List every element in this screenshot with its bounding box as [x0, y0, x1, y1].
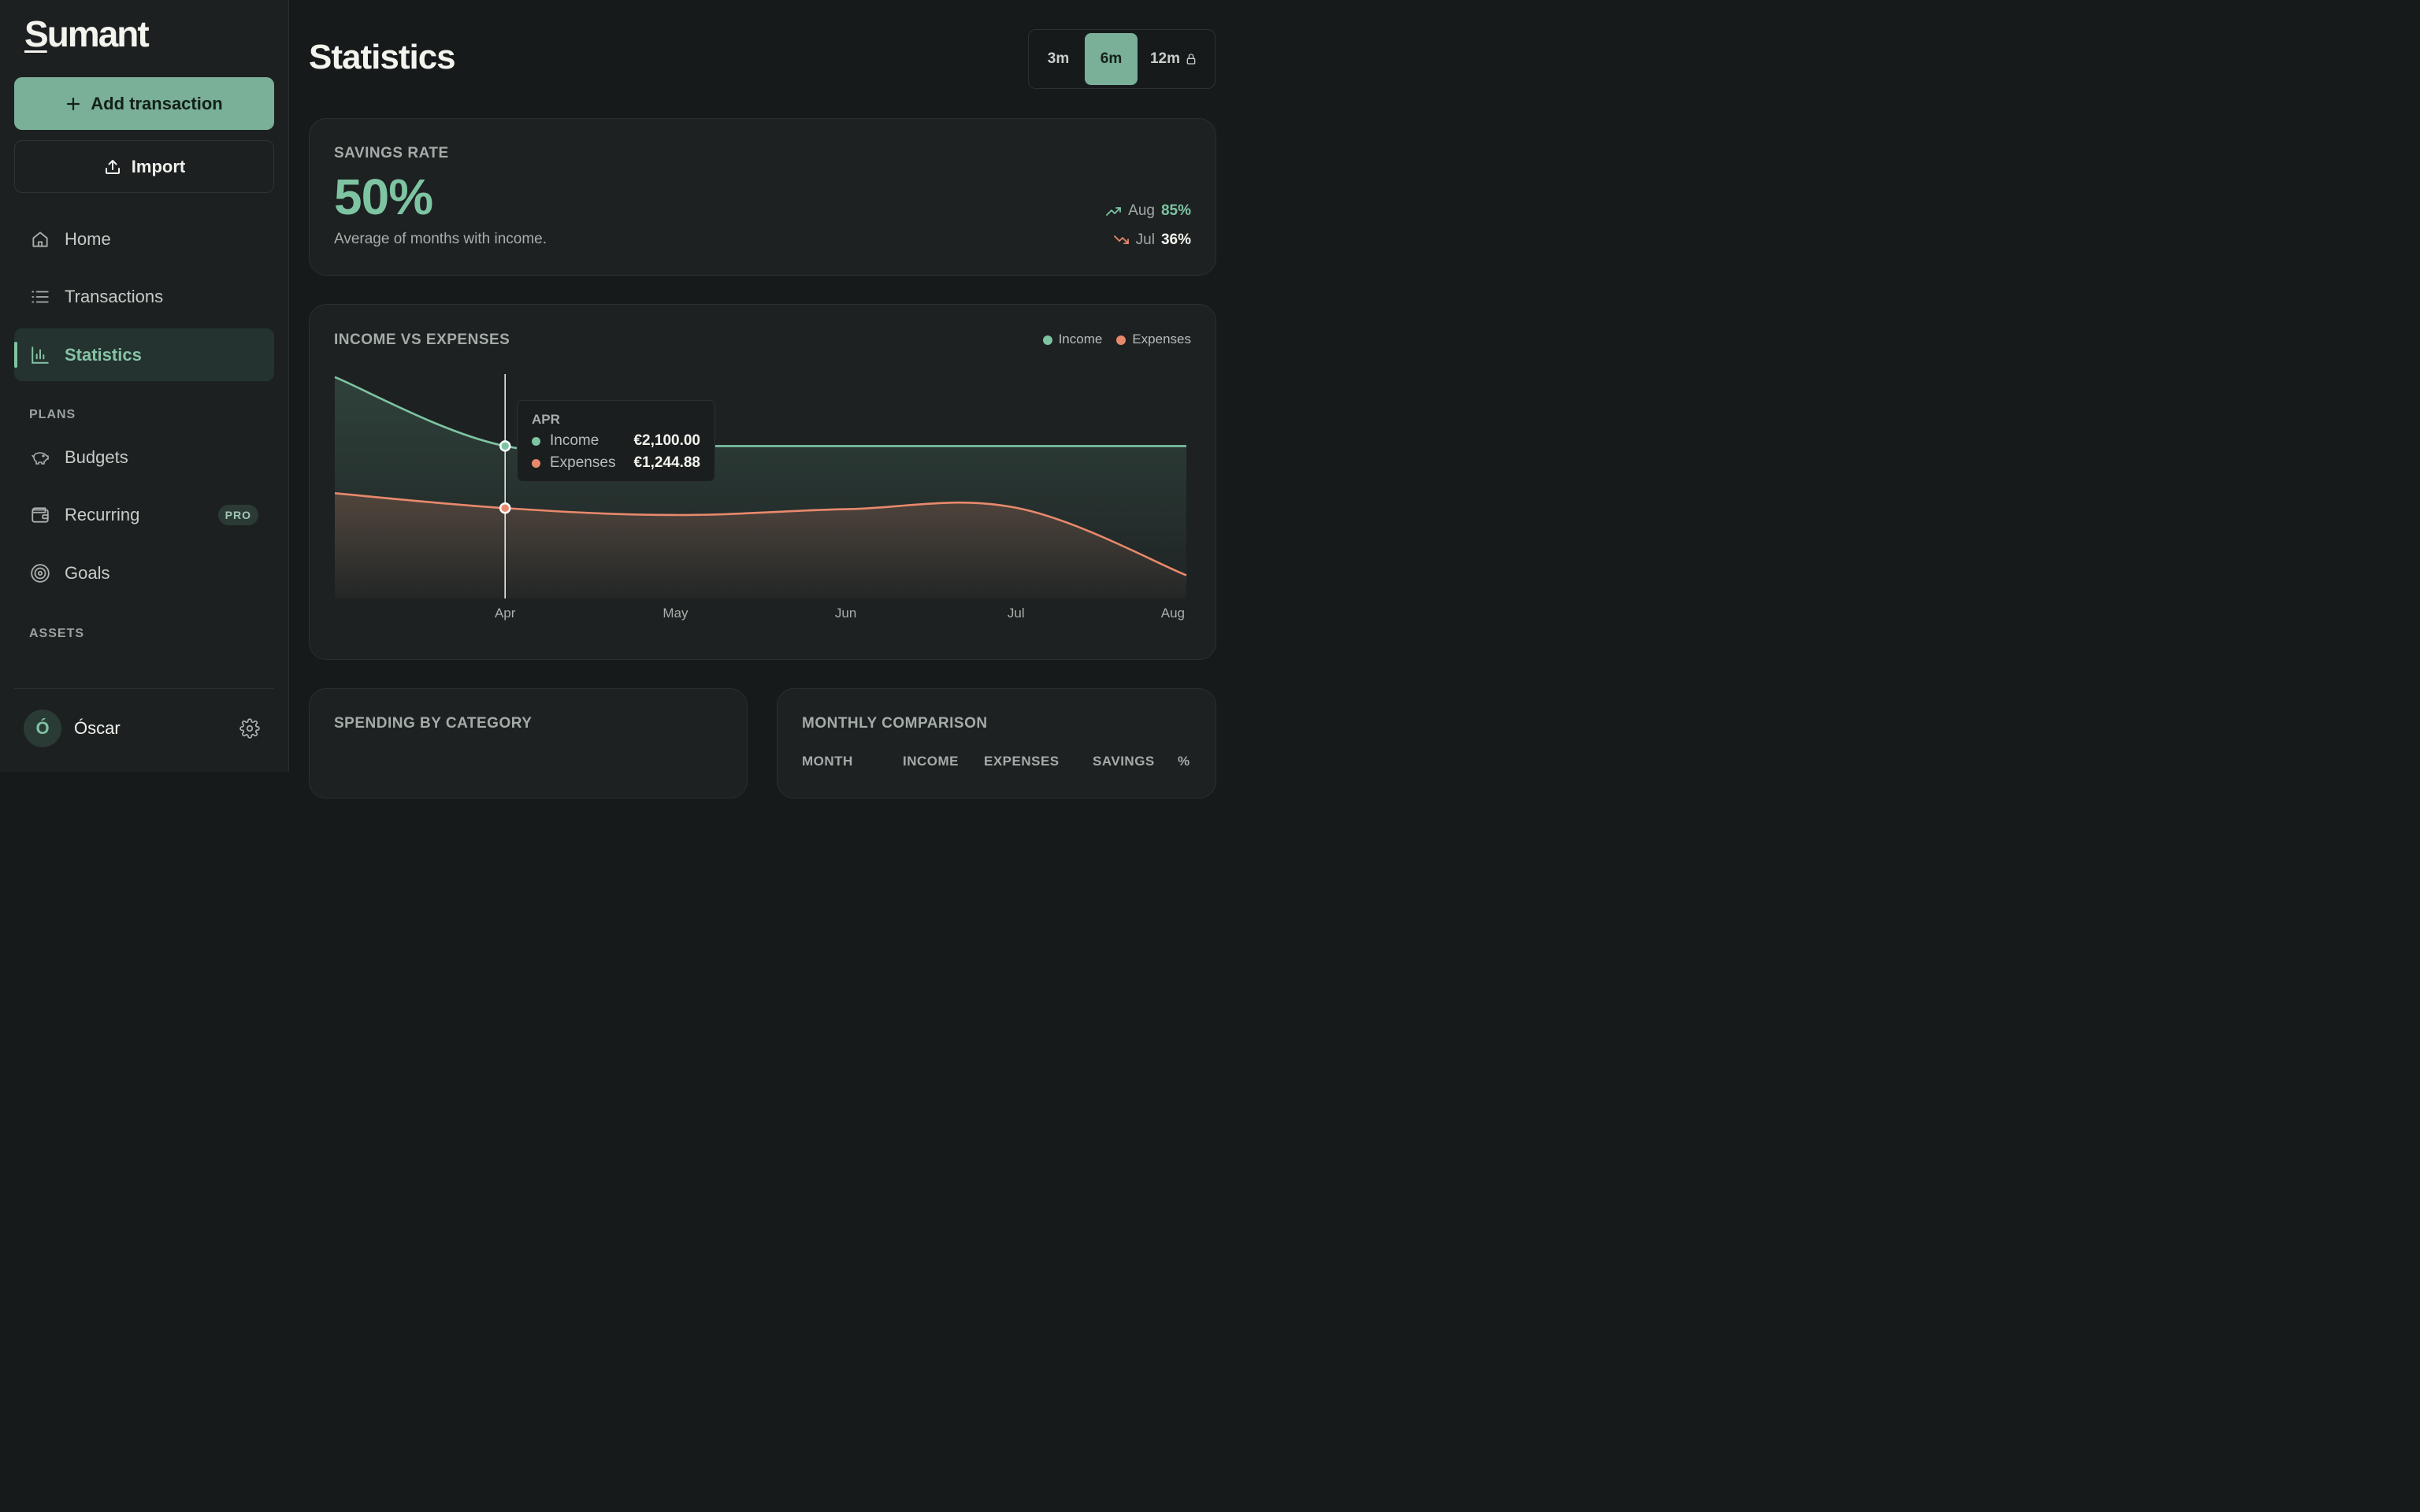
- savings-rate-value: 50%: [334, 169, 433, 225]
- assets-section-label: ASSETS: [29, 627, 85, 640]
- tooltip-expenses-dot: [532, 458, 540, 468]
- column-header-percent: %: [1178, 754, 1190, 769]
- expenses-line: [334, 492, 1187, 576]
- gear-icon[interactable]: [239, 718, 260, 743]
- sidebar-item-budgets[interactable]: Budgets: [14, 431, 274, 484]
- column-header-expenses: EXPENSES: [984, 754, 1060, 769]
- range-3m-button[interactable]: 3m: [1032, 33, 1085, 85]
- tooltip-income-value: €2,100.00: [633, 432, 700, 449]
- page-title: Statistics: [309, 38, 456, 76]
- import-button[interactable]: Import: [14, 140, 274, 193]
- wallet-icon: [30, 505, 50, 525]
- spending-by-category-label: SPENDING BY CATEGORY: [334, 715, 533, 732]
- range-3m-label: 3m: [1047, 50, 1070, 67]
- tooltip-expenses-value: €1,244.88: [633, 454, 700, 471]
- legend-expenses: Expenses: [1116, 332, 1191, 347]
- logo-initial: S: [24, 13, 49, 54]
- piggy-bank-icon: [30, 447, 50, 468]
- sidebar-divider: [14, 688, 274, 689]
- income-vs-expenses-card: INCOME VS EXPENSES Income Expenses Apr Ma…: [309, 304, 1216, 660]
- sidebar-item-goals[interactable]: Goals: [14, 547, 274, 599]
- legend-income: Income: [1042, 332, 1103, 347]
- legend-expenses-label: Expenses: [1132, 332, 1191, 346]
- income-line: [334, 376, 1186, 453]
- sidebar-item-recurring[interactable]: Recurring PRO: [14, 488, 274, 541]
- income-vs-expenses-label: INCOME VS EXPENSES: [334, 332, 510, 348]
- trending-up-icon: [1106, 207, 1122, 216]
- x-tick-label: Apr: [495, 606, 516, 621]
- range-6m-label: 6m: [1100, 50, 1123, 67]
- sidebar-item-home[interactable]: Home: [14, 213, 274, 265]
- import-label: Import: [131, 156, 186, 176]
- avatar: Ó: [24, 710, 61, 747]
- range-12m-label: 12m: [1149, 50, 1181, 67]
- savings-rate-label: SAVINGS RATE: [334, 145, 449, 161]
- lock-icon: [1186, 54, 1196, 65]
- add-transaction-button[interactable]: Add transaction: [14, 77, 274, 130]
- chart-tooltip: APR Income €2,100.00 Expenses €1,244.88: [517, 400, 715, 482]
- sidebar-item-label: Goals: [65, 562, 110, 583]
- tooltip-month: APR: [532, 412, 560, 427]
- best-month-value: 85%: [1160, 202, 1191, 219]
- legend-income-label: Income: [1058, 332, 1103, 346]
- range-12m-button[interactable]: 12m: [1138, 33, 1210, 85]
- sidebar-item-label: Transactions: [65, 286, 164, 306]
- spending-by-category-card: SPENDING BY CATEGORY: [309, 688, 748, 799]
- best-month-stat: Aug 85%: [1106, 202, 1191, 220]
- upload-icon: [105, 159, 120, 174]
- x-tick-label: Aug: [1161, 606, 1185, 621]
- worst-month-label: Jul: [1135, 232, 1155, 248]
- best-month-label: Aug: [1128, 202, 1155, 219]
- x-tick-label: May: [663, 606, 689, 621]
- sidebar-item-label: Home: [65, 228, 111, 249]
- home-icon: [30, 229, 50, 250]
- expenses-area: [335, 493, 1186, 598]
- worst-month-value: 36%: [1160, 232, 1191, 248]
- tooltip-expenses-label: Expenses: [550, 454, 616, 471]
- user-name: Óscar: [74, 718, 121, 738]
- app-logo[interactable]: Sumant: [24, 13, 150, 55]
- savings-rate-card: SAVINGS RATE 50% Average of months with …: [309, 118, 1216, 276]
- tooltip-income-label: Income: [550, 432, 599, 449]
- tooltip-income-row: Income €2,100.00: [532, 432, 700, 450]
- column-header-savings: SAVINGS: [1093, 754, 1155, 769]
- chart-legend: Income Expenses: [1042, 332, 1191, 347]
- range-selector: 3m 6m 12m: [1028, 29, 1216, 89]
- tooltip-income-dot: [532, 436, 540, 446]
- pro-badge: PRO: [217, 504, 258, 525]
- bar-chart-icon: [30, 345, 50, 365]
- x-tick-label: Jul: [1008, 606, 1025, 621]
- income-highlight-point[interactable]: [499, 440, 511, 452]
- range-6m-button[interactable]: 6m: [1085, 33, 1138, 85]
- column-header-income: INCOME: [903, 754, 959, 769]
- logo-rest: umant: [46, 13, 150, 54]
- target-icon: [30, 563, 50, 584]
- legend-income-dot: [1042, 335, 1052, 345]
- plans-section-label: PLANS: [29, 408, 76, 421]
- legend-expenses-dot: [1116, 335, 1126, 345]
- income-expenses-chart[interactable]: Apr May Jun Jul Aug: [310, 305, 1216, 659]
- plus-icon: [67, 97, 80, 110]
- column-header-month: MONTH: [802, 754, 853, 769]
- monthly-comparison-card: MONTHLY COMPARISON MONTH INCOME EXPENSES…: [777, 688, 1216, 799]
- sidebar-item-label: Recurring: [65, 504, 140, 524]
- user-profile[interactable]: Ó Óscar: [24, 709, 268, 748]
- trending-down-icon: [1113, 235, 1129, 244]
- monthly-comparison-label: MONTHLY COMPARISON: [802, 715, 988, 732]
- sidebar-item-label: Statistics: [65, 344, 142, 365]
- sidebar-item-label: Budgets: [65, 447, 128, 467]
- list-icon: [30, 287, 50, 307]
- savings-rate-subtitle: Average of months with income.: [334, 231, 547, 247]
- sidebar: Sumant Add transaction Import Home Trans…: [0, 0, 289, 772]
- sidebar-item-transactions[interactable]: Transactions: [14, 270, 274, 323]
- x-tick-label: Jun: [835, 606, 856, 621]
- sidebar-item-statistics[interactable]: Statistics: [14, 328, 274, 381]
- worst-month-stat: Jul 36%: [1113, 232, 1191, 249]
- tooltip-expenses-row: Expenses €1,244.88: [532, 454, 700, 472]
- add-transaction-label: Add transaction: [91, 93, 223, 113]
- expenses-highlight-point[interactable]: [499, 502, 511, 514]
